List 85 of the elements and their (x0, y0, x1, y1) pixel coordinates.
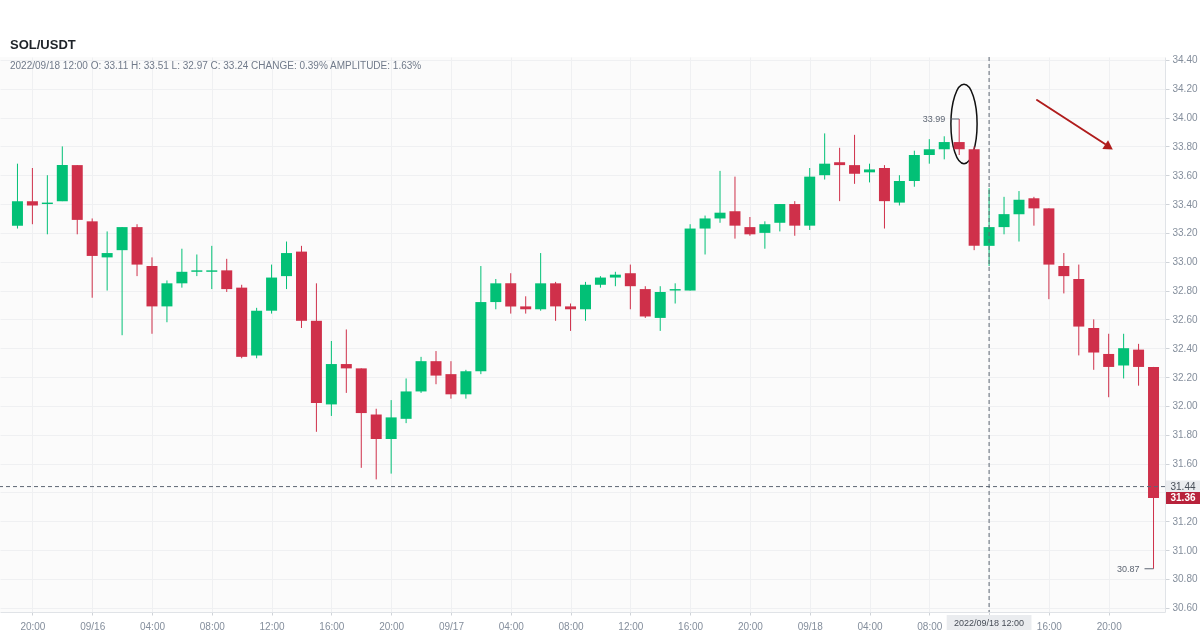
y-tick-label: 33.00 (1172, 256, 1198, 268)
x-tick-label: 20:00 (379, 620, 405, 632)
y-tick-label: 31.00 (1172, 544, 1198, 556)
candlestick (953, 118, 965, 156)
x-tick-label: 04:00 (139, 620, 166, 632)
candlestick (849, 134, 861, 185)
candlestick (893, 174, 905, 206)
y-tick-label: 32.00 (1172, 400, 1198, 412)
candlestick (789, 200, 801, 237)
y-tick-label: 33.60 (1172, 169, 1198, 181)
candlestick (938, 135, 950, 160)
y-tick-label: 32.40 (1172, 342, 1198, 354)
candlestick (774, 203, 786, 232)
candlestick (430, 350, 442, 385)
x-tick-label: 12:00 (259, 620, 286, 632)
x-tick-label: 16:00 (678, 620, 704, 632)
x-tick-label: 08:00 (199, 620, 226, 632)
candlestick (699, 215, 711, 255)
candlestick (1133, 343, 1145, 387)
candlestick (565, 303, 577, 332)
annotation: 30.87 (1116, 563, 1140, 574)
candlestick (176, 248, 188, 289)
candlestick (191, 253, 203, 277)
candlestick (834, 147, 846, 202)
y-tick-label: 34.40 (1172, 54, 1198, 66)
candlestick (759, 220, 771, 250)
y-tick-label: 31.80 (1172, 429, 1198, 441)
x-tick-label: 04:00 (857, 620, 883, 632)
y-tick-label: 33.80 (1172, 140, 1198, 152)
candlestick (445, 360, 457, 400)
y-tick-label: 33.20 (1172, 227, 1198, 239)
text: 31.36 (1170, 492, 1196, 504)
candlestick (340, 328, 352, 394)
candlestick (1103, 333, 1115, 398)
y-tick-label: 31.60 (1172, 458, 1198, 470)
candlestick (669, 282, 681, 305)
candlestick (116, 226, 128, 336)
x-tick-label: 16:00 (319, 620, 345, 632)
y-tick-label: 32.80 (1172, 285, 1198, 297)
y-tick-label: 34.20 (1172, 83, 1198, 95)
y-tick-label: 32.60 (1172, 313, 1198, 325)
candlestick (385, 399, 397, 475)
x-tick-label: 09/18 (797, 620, 824, 632)
candlestick (26, 167, 38, 225)
candlestick (864, 163, 876, 183)
x-tick-label: 20:00 (20, 620, 46, 632)
candlestick (221, 258, 233, 293)
ref-line-label: 31.44 (1170, 480, 1196, 492)
annotation: 33.99 (922, 113, 946, 124)
candlestick (490, 278, 502, 310)
y-tick-label: 30.80 (1172, 573, 1198, 585)
x-tick-label: 08:00 (558, 620, 584, 632)
chart-subtitle: 2022/09/18 12:00 O: 33.11 H: 33.51 L: 32.97 C: 33.24 CHANGE: 0.39% AMPLITUDE: 1.63% (10, 59, 422, 71)
candlestick (460, 369, 472, 400)
x-tick-label: 12:00 (618, 620, 644, 632)
candlestick (550, 281, 562, 322)
candlestick (101, 230, 113, 292)
x-tick-label: 04:00 (498, 620, 525, 632)
y-tick-label: 33.40 (1172, 198, 1198, 210)
y-tick-label: 32.20 (1172, 371, 1198, 383)
ref-line-label: 2022/09/18 12:00 (954, 617, 1025, 628)
chart-title: SOL/USDT (10, 36, 76, 52)
y-tick-label: 34.00 (1172, 112, 1198, 124)
candlestick (505, 272, 517, 315)
candlestick (744, 216, 756, 237)
candlestick (1058, 252, 1070, 294)
candlestick (206, 245, 218, 290)
candlestick (1013, 190, 1025, 243)
x-tick-label: 09/16 (80, 620, 106, 632)
candlestick (819, 132, 831, 181)
y-tick-label: 31.20 (1172, 515, 1198, 527)
x-tick-label: 08:00 (917, 620, 943, 632)
candlestick (624, 264, 636, 310)
candlestick (923, 138, 935, 165)
candlestick (1118, 333, 1130, 379)
candlestick (998, 196, 1010, 235)
candlestick (161, 279, 173, 323)
x-tick-label: 09/17 (438, 620, 465, 632)
y-tick-label: 30.60 (1172, 602, 1198, 614)
candlestick (1028, 196, 1040, 227)
candlestick (281, 241, 293, 290)
x-tick-label: 20:00 (1096, 620, 1123, 632)
x-tick-label: 16:00 (1036, 620, 1063, 632)
x-tick-label: 20:00 (737, 620, 764, 632)
candlestick (729, 176, 741, 240)
